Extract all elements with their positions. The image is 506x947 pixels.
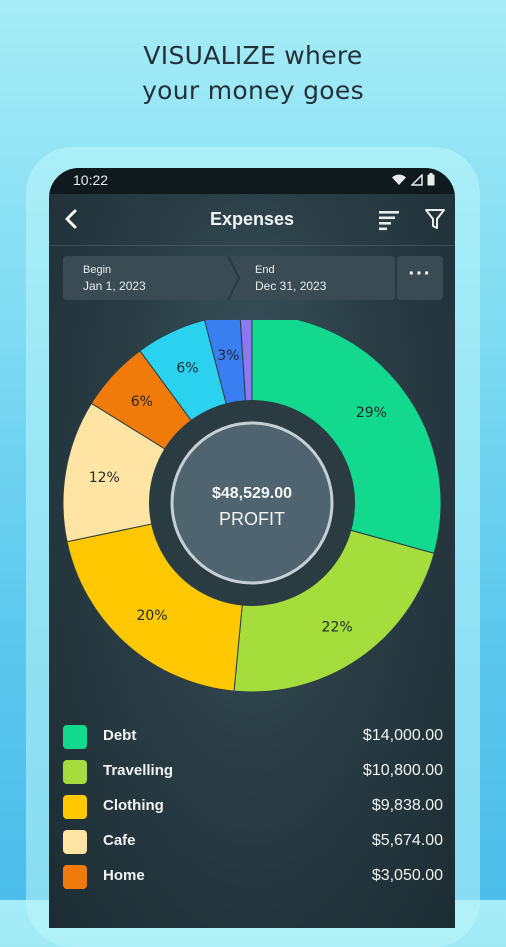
promo-headline: VISUALIZE where your money goes xyxy=(0,38,506,108)
profit-amount: $48,529.00 xyxy=(212,485,292,502)
legend-category-name: Clothing xyxy=(103,797,164,814)
legend-row[interactable]: Debt $14,000.00 xyxy=(61,721,447,756)
legend-swatch xyxy=(63,865,87,889)
legend-swatch xyxy=(63,725,87,749)
promo-line-2: your money goes xyxy=(142,76,364,105)
status-icons xyxy=(391,173,435,186)
legend-swatch xyxy=(63,830,87,854)
date-range-selector[interactable]: Begin Jan 1, 2023 End Dec 31, 2023 xyxy=(63,256,395,300)
profit-label: PROFIT xyxy=(219,509,285,529)
legend-row[interactable]: Clothing $9,838.00 xyxy=(61,791,447,826)
end-label: End xyxy=(255,264,275,276)
slice-label: 3% xyxy=(217,348,239,364)
chevron-left-icon[interactable] xyxy=(59,206,85,232)
legend-category-name: Home xyxy=(103,867,145,884)
legend-amount: $5,674.00 xyxy=(371,832,443,849)
begin-date[interactable]: Begin Jan 1, 2023 xyxy=(83,262,146,294)
end-date[interactable]: End Dec 31, 2023 xyxy=(255,262,326,294)
app-bar-divider xyxy=(49,245,455,246)
legend-list: Debt $14,000.00 Travelling $10,800.00 Clothi… xyxy=(61,721,447,896)
app-bar: Expenses xyxy=(49,194,455,246)
expense-donut-chart: 29% 22% 20% 12% 6% 6% 3% $48,529.00 PROFIT xyxy=(62,320,442,693)
legend-swatch xyxy=(63,760,87,784)
legend-category-name: Debt xyxy=(103,727,137,744)
legend-amount: $14,000.00 xyxy=(362,727,443,744)
status-time: 10:22 xyxy=(73,172,109,188)
more-options-button[interactable]: ··· xyxy=(397,256,443,300)
slice-label: 22% xyxy=(322,620,353,636)
legend-row[interactable]: Cafe $5,674.00 xyxy=(61,826,447,861)
wifi-icon xyxy=(392,174,406,185)
legend-swatch xyxy=(63,795,87,819)
status-bar: 10:22 xyxy=(49,168,455,194)
legend-amount: $3,050.00 xyxy=(371,867,443,884)
sort-lines-icon[interactable] xyxy=(377,209,401,231)
end-value: Dec 31, 2023 xyxy=(255,279,327,293)
legend-category-name: Cafe xyxy=(103,832,136,849)
phone-screen: 10:22 Expenses Begin Jan 1, 2023 xyxy=(49,168,455,928)
begin-label: Begin xyxy=(83,264,112,276)
legend-category-name: Travelling xyxy=(103,762,174,779)
date-range-row: Begin Jan 1, 2023 End Dec 31, 2023 ··· xyxy=(63,256,443,300)
legend-row[interactable]: Travelling $10,800.00 xyxy=(61,756,447,791)
profit-circle[interactable] xyxy=(170,421,334,585)
slice-label: 20% xyxy=(136,608,167,624)
legend-amount: $10,800.00 xyxy=(362,762,443,779)
slice-label: 12% xyxy=(89,470,120,486)
legend-row[interactable]: Home $3,050.00 xyxy=(61,861,447,896)
promo-line-1: VISUALIZE where xyxy=(143,41,363,70)
slice-label: 6% xyxy=(176,361,198,377)
funnel-icon[interactable] xyxy=(423,207,447,231)
range-separator-icon xyxy=(227,256,241,300)
slice-label: 29% xyxy=(356,405,387,421)
legend-amount: $9,838.00 xyxy=(371,797,443,814)
battery-icon xyxy=(427,173,435,186)
slice-label: 6% xyxy=(131,394,153,410)
begin-value: Jan 1, 2023 xyxy=(83,279,146,293)
page-title: Expenses xyxy=(209,209,295,229)
signal-icon xyxy=(411,173,423,186)
